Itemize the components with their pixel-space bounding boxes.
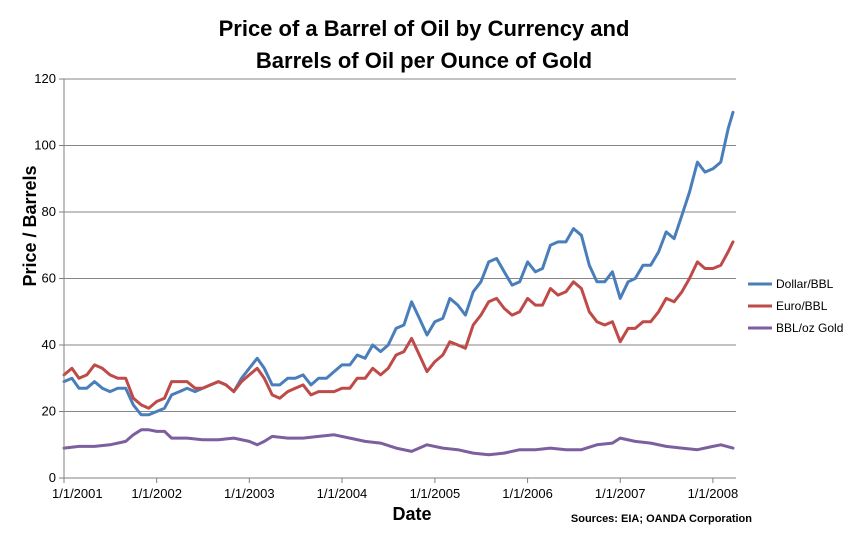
- x-tick-label: 1/1/2008: [688, 486, 739, 501]
- legend-label: Dollar/BBL: [776, 277, 834, 291]
- legend-label: BBL/oz Gold: [776, 321, 843, 335]
- series-line-euro-bbl: [62, 240, 735, 410]
- series-line-dollar-bbl: [62, 110, 735, 417]
- legend-label: Euro/BBL: [776, 299, 828, 313]
- x-tick-label: 1/1/2007: [595, 486, 646, 501]
- x-axis-title: Date: [392, 504, 431, 524]
- y-tick-label: 0: [49, 470, 56, 485]
- x-tick-label: 1/1/2005: [410, 486, 461, 501]
- x-tick-label: 1/1/2003: [224, 486, 275, 501]
- chart-title-line-2: Barrels of Oil per Ounce of Gold: [256, 48, 592, 73]
- x-tick-label: 1/1/2001: [52, 486, 103, 501]
- x-tick-label: 1/1/2002: [131, 486, 182, 501]
- y-tick-label: 60: [42, 271, 56, 286]
- y-tick-label: 100: [34, 138, 56, 153]
- x-tick-label: 1/1/2006: [502, 486, 553, 501]
- y-tick-label: 40: [42, 337, 56, 352]
- gridlines: [64, 78, 736, 412]
- y-tick-label: 80: [42, 204, 56, 219]
- y-tick-labels: 0 20 40 60 80 100 120: [34, 71, 64, 485]
- chart-title-line-1: Price of a Barrel of Oil by Currency and: [219, 16, 630, 41]
- series-line-bbl-oz-gold: [62, 428, 735, 457]
- y-axis-title: Price / Barrels: [20, 165, 40, 286]
- series-lines: [62, 110, 735, 457]
- y-tick-label: 20: [42, 404, 56, 419]
- x-tick-labels: 1/1/2001 1/1/2002 1/1/2003 1/1/2004 1/1/2005…: [52, 478, 738, 501]
- legend: Dollar/BBL Euro/BBL BBL/oz Gold: [748, 277, 843, 335]
- x-tick-label: 1/1/2004: [317, 486, 368, 501]
- source-note: Sources: EIA; OANDA Corporation: [571, 513, 752, 525]
- y-tick-label: 120: [34, 71, 56, 86]
